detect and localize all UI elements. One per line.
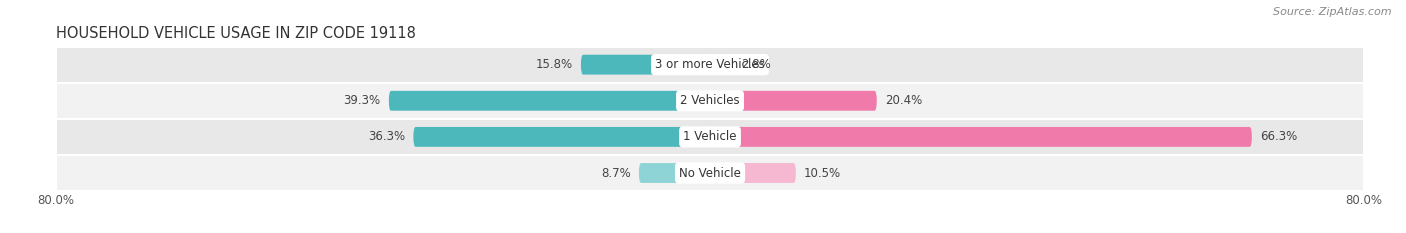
Text: 2 Vehicles: 2 Vehicles	[681, 94, 740, 107]
Text: Source: ZipAtlas.com: Source: ZipAtlas.com	[1274, 7, 1392, 17]
Text: 36.3%: 36.3%	[368, 130, 405, 143]
Text: 15.8%: 15.8%	[536, 58, 572, 71]
Text: 8.7%: 8.7%	[600, 167, 631, 179]
FancyBboxPatch shape	[56, 119, 1364, 155]
Text: 66.3%: 66.3%	[1260, 130, 1298, 143]
FancyBboxPatch shape	[710, 163, 796, 183]
FancyBboxPatch shape	[413, 127, 710, 147]
Text: 20.4%: 20.4%	[884, 94, 922, 107]
FancyBboxPatch shape	[581, 55, 710, 75]
Text: 1 Vehicle: 1 Vehicle	[683, 130, 737, 143]
Text: No Vehicle: No Vehicle	[679, 167, 741, 179]
FancyBboxPatch shape	[710, 127, 1251, 147]
FancyBboxPatch shape	[389, 91, 710, 111]
Text: HOUSEHOLD VEHICLE USAGE IN ZIP CODE 19118: HOUSEHOLD VEHICLE USAGE IN ZIP CODE 1911…	[56, 26, 416, 41]
FancyBboxPatch shape	[710, 55, 733, 75]
FancyBboxPatch shape	[56, 47, 1364, 83]
Text: 39.3%: 39.3%	[343, 94, 381, 107]
FancyBboxPatch shape	[710, 91, 877, 111]
Text: 10.5%: 10.5%	[804, 167, 841, 179]
Text: 3 or more Vehicles: 3 or more Vehicles	[655, 58, 765, 71]
FancyBboxPatch shape	[56, 83, 1364, 119]
Text: 2.8%: 2.8%	[741, 58, 770, 71]
FancyBboxPatch shape	[638, 163, 710, 183]
FancyBboxPatch shape	[56, 155, 1364, 191]
